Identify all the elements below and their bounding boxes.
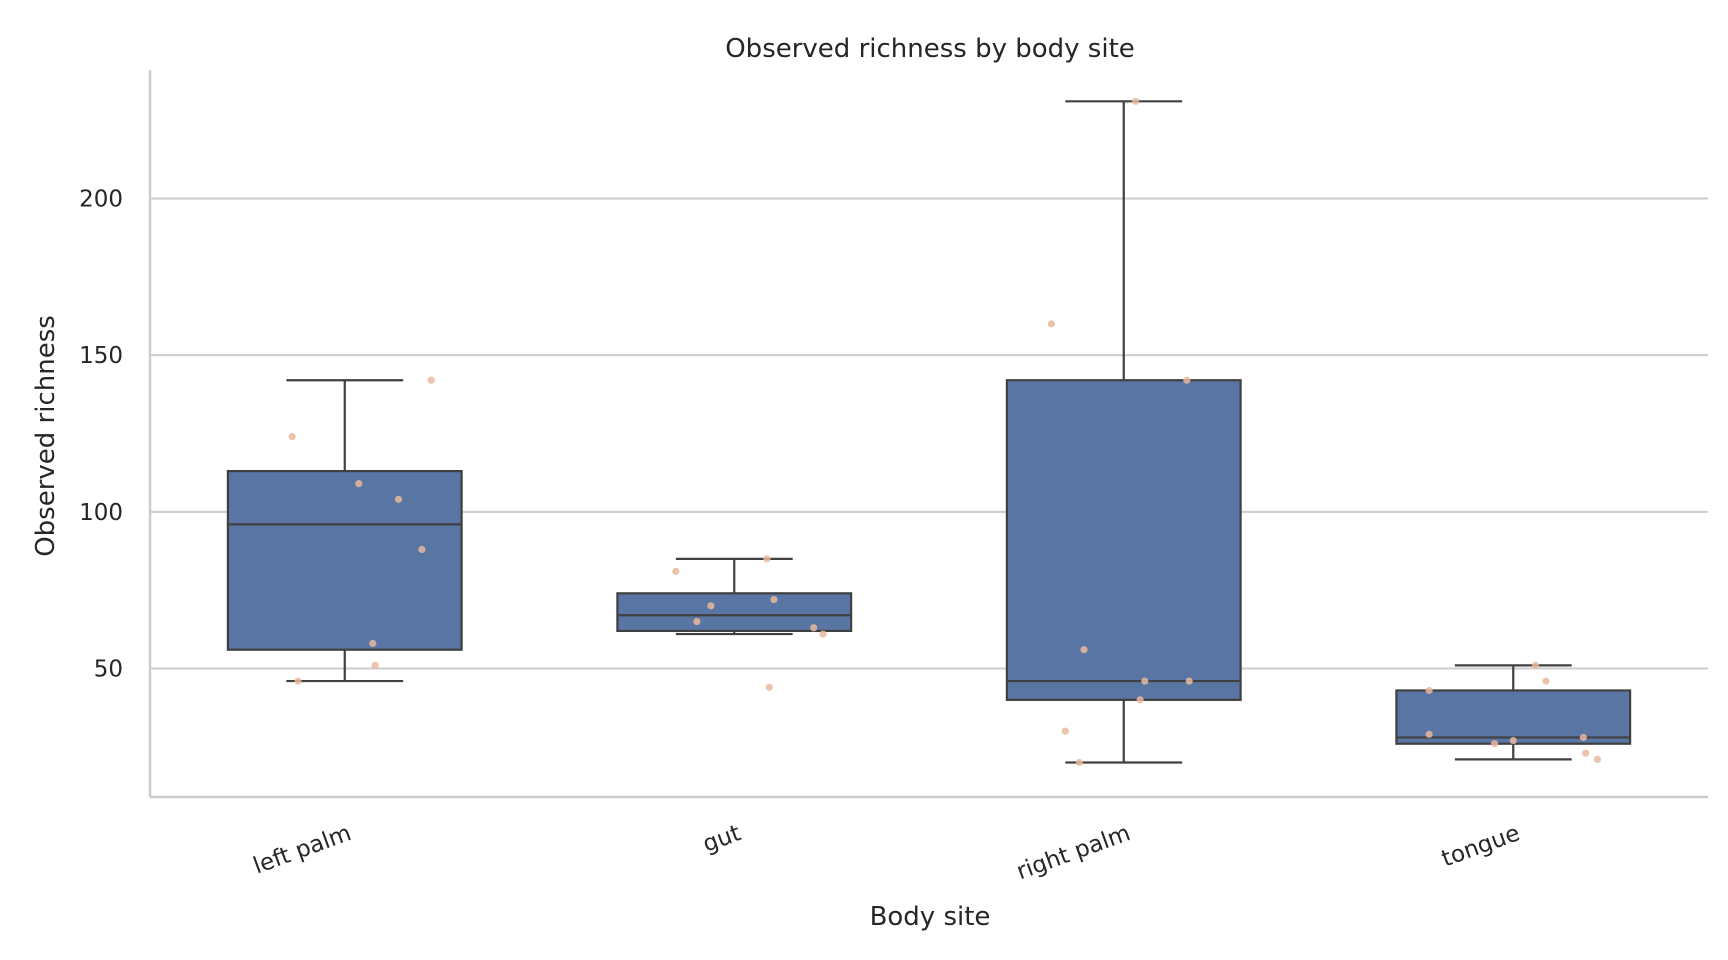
y-tick-label: 100 bbox=[79, 500, 123, 526]
data-point bbox=[294, 677, 302, 685]
x-tick-label: gut bbox=[700, 820, 745, 857]
iqr-box bbox=[226, 470, 463, 651]
data-point bbox=[1593, 755, 1601, 763]
box-gut bbox=[616, 557, 853, 636]
data-point bbox=[1425, 730, 1433, 738]
data-point bbox=[1425, 686, 1433, 695]
y-tick-label: 50 bbox=[94, 657, 123, 683]
data-point bbox=[1185, 677, 1193, 685]
data-point bbox=[693, 617, 701, 626]
x-tick-label: left palm bbox=[250, 820, 355, 879]
y-tick-label: 200 bbox=[79, 186, 123, 212]
data-point bbox=[765, 683, 773, 691]
boxes bbox=[226, 100, 1632, 764]
data-point bbox=[369, 639, 377, 648]
data-point bbox=[288, 433, 296, 441]
data-point bbox=[1183, 376, 1191, 384]
data-point bbox=[394, 495, 403, 503]
data-point bbox=[355, 480, 363, 488]
data-point bbox=[1047, 320, 1055, 328]
x-axis-label: Body site bbox=[870, 902, 991, 932]
data-point bbox=[1141, 677, 1149, 685]
data-point bbox=[819, 630, 827, 638]
data-point bbox=[1490, 740, 1499, 748]
data-point bbox=[1542, 677, 1550, 685]
data-point bbox=[1075, 758, 1083, 767]
box-tongue bbox=[1395, 664, 1632, 761]
y-tick-label: 150 bbox=[79, 343, 123, 369]
data-point bbox=[1136, 696, 1144, 704]
data-point bbox=[1061, 727, 1069, 735]
x-tick-label: right palm bbox=[1013, 820, 1134, 885]
data-point bbox=[810, 624, 818, 632]
data-point bbox=[707, 602, 715, 610]
data-point bbox=[418, 545, 426, 554]
axes bbox=[148, 70, 1708, 799]
data-point bbox=[1531, 661, 1540, 669]
data-point bbox=[763, 555, 771, 563]
iqr-box bbox=[1005, 379, 1242, 701]
box-left-palm bbox=[226, 379, 463, 683]
data-point bbox=[1080, 646, 1088, 654]
data-point bbox=[371, 661, 379, 669]
data-point bbox=[770, 595, 778, 604]
box-right-palm bbox=[1005, 100, 1242, 764]
y-axis-label: Observed richness bbox=[31, 315, 61, 557]
data-point bbox=[1509, 736, 1517, 745]
data-point bbox=[427, 376, 435, 384]
data-point bbox=[672, 567, 680, 575]
x-tick-label: tongue bbox=[1438, 820, 1523, 872]
chart-title: Observed richness by body site bbox=[725, 34, 1135, 64]
data-point bbox=[1131, 97, 1140, 105]
data-point bbox=[1579, 733, 1587, 742]
data-point bbox=[1582, 749, 1590, 757]
data-points bbox=[288, 97, 1601, 767]
